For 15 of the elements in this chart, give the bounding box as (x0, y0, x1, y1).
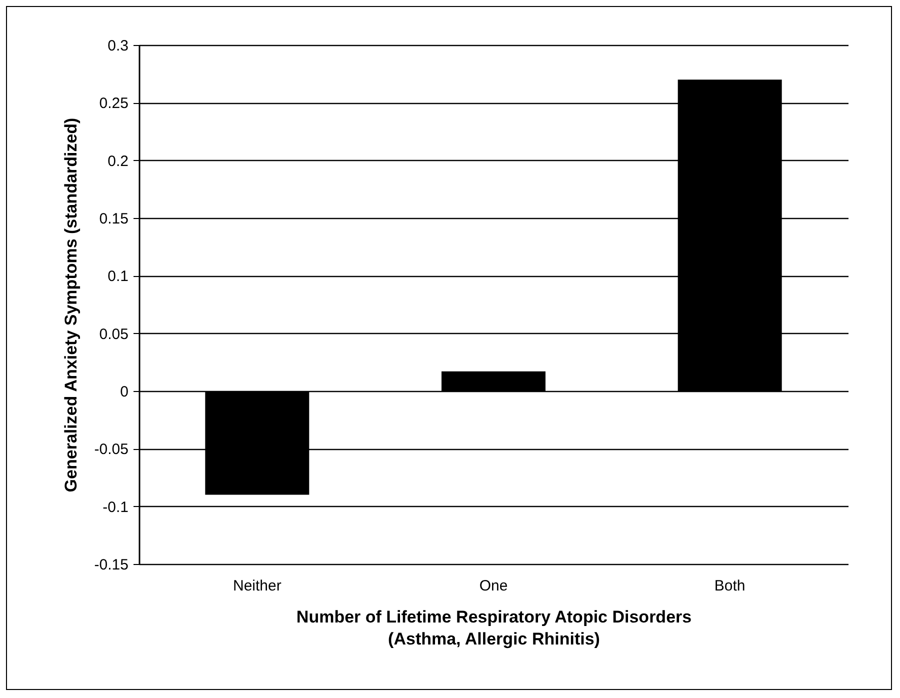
y-tick-label: 0.25 (99, 95, 128, 112)
y-tick-label: 0.2 (108, 152, 128, 170)
y-tick-label: -0.15 (94, 556, 128, 574)
y-tick-label: 0.1 (108, 268, 128, 286)
x-tick-label: Neither (232, 578, 282, 594)
x-axis-title: Number of Lifetime Respiratory Atopic Disorders (Asthma, Allergic Rhinitis) (296, 608, 692, 648)
y-tick-label: -0.05 (94, 441, 128, 458)
y-tick-label: 0.3 (108, 38, 128, 54)
y-tick-label: 0.15 (99, 210, 128, 228)
x-tick-label: Both (714, 578, 746, 594)
x-tick-label: One (479, 578, 508, 594)
y-axis-title: Generalized Anxiety Symptoms (standardized) (61, 118, 80, 492)
y-tick-label: -0.1 (102, 498, 128, 516)
y-tick-label: 0.05 (99, 326, 128, 343)
y-tick-label: 0 (120, 384, 128, 400)
